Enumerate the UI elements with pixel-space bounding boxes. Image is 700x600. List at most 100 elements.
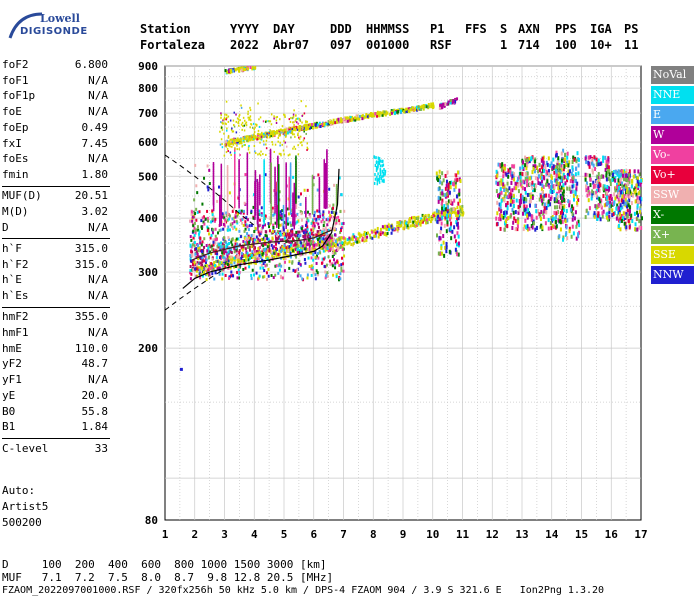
echo-point — [226, 166, 229, 170]
echo-point — [272, 275, 275, 279]
echo-point — [289, 176, 292, 180]
echo-point — [220, 209, 223, 213]
echo-point — [445, 183, 448, 188]
echo-point — [267, 120, 269, 123]
echo-point — [621, 194, 624, 199]
echo-point — [270, 212, 272, 216]
echo-point — [505, 210, 508, 215]
echo-point — [248, 265, 251, 269]
echo-point — [282, 209, 285, 213]
echo-point — [585, 188, 588, 193]
echo-point — [371, 236, 374, 240]
echo-point — [450, 221, 453, 226]
echo-point — [454, 247, 457, 252]
echo-point — [260, 206, 263, 210]
echo-point — [338, 263, 341, 267]
echo-point — [282, 207, 285, 211]
echo-point — [540, 209, 543, 214]
echo-point — [288, 192, 290, 196]
echo-point — [627, 203, 630, 208]
echo-point — [621, 216, 624, 221]
echo-point — [329, 236, 332, 240]
echo-point — [311, 194, 314, 198]
echo-point — [293, 212, 296, 216]
echo-point — [296, 128, 299, 131]
echo-point — [529, 194, 532, 199]
echo-point — [270, 186, 272, 190]
echo-point — [228, 250, 231, 254]
param-label: foE — [2, 105, 22, 119]
echo-point — [513, 177, 516, 182]
echo-point — [263, 214, 265, 218]
echo-point — [277, 159, 279, 163]
echo-point — [326, 175, 328, 179]
echo-point — [307, 238, 310, 242]
echo-point — [617, 169, 620, 174]
echo-point — [238, 164, 240, 168]
echo-point — [512, 193, 515, 198]
echo-point — [605, 187, 608, 192]
echo-point — [324, 171, 327, 175]
echo-point — [617, 223, 620, 228]
echo-point — [326, 199, 328, 203]
echo-point — [191, 268, 194, 272]
echo-point — [635, 183, 638, 188]
echo-point — [254, 181, 256, 185]
echo-point — [440, 226, 443, 231]
echo-point — [263, 177, 265, 181]
echo-point — [326, 217, 329, 221]
echo-point — [254, 214, 256, 218]
echo-point — [336, 120, 339, 124]
echo-point — [226, 189, 229, 193]
echo-point — [203, 237, 206, 241]
echo-point — [265, 133, 268, 137]
echo-point — [271, 236, 274, 240]
echo-point — [270, 243, 273, 247]
echo-point — [567, 169, 570, 174]
echo-point — [270, 203, 272, 207]
echo-point — [597, 179, 600, 184]
echo-point — [441, 206, 444, 211]
echo-point — [353, 235, 356, 239]
echo-point — [252, 237, 255, 241]
echo-point — [555, 164, 558, 169]
echo-point — [595, 213, 598, 218]
echo-point — [326, 190, 328, 194]
echo-point — [287, 236, 290, 240]
echo-point — [233, 261, 236, 265]
echo-point — [210, 252, 213, 256]
echo-point — [502, 174, 505, 179]
echo-point — [524, 207, 527, 212]
echo-point — [524, 158, 527, 163]
echo-point — [341, 256, 344, 260]
echo-point — [620, 190, 623, 195]
echo-point — [246, 218, 249, 222]
echo-point — [340, 193, 343, 197]
echo-point — [318, 192, 321, 196]
echo-point — [348, 236, 351, 240]
echo-point — [612, 212, 615, 217]
echo-point — [338, 278, 341, 282]
echo-point — [293, 182, 296, 186]
echo-point — [443, 104, 446, 108]
echo-point — [294, 126, 297, 129]
echo-point — [276, 220, 278, 224]
echo-point — [305, 230, 308, 234]
echo-point — [425, 218, 428, 222]
echo-point — [454, 180, 457, 185]
echo-point — [374, 231, 377, 235]
echo-point — [211, 244, 214, 248]
echo-point — [256, 257, 259, 261]
echo-point — [337, 117, 340, 121]
echo-point — [226, 201, 229, 205]
echo-point — [274, 199, 276, 203]
echo-point — [295, 246, 298, 250]
echo-point — [616, 203, 619, 208]
echo-point — [342, 236, 345, 240]
param-value: 55.8 — [81, 404, 109, 418]
echo-point — [212, 188, 215, 192]
echo-point — [288, 232, 291, 236]
echo-point — [334, 266, 337, 270]
echo-point — [325, 263, 328, 267]
echo-point — [592, 180, 595, 185]
